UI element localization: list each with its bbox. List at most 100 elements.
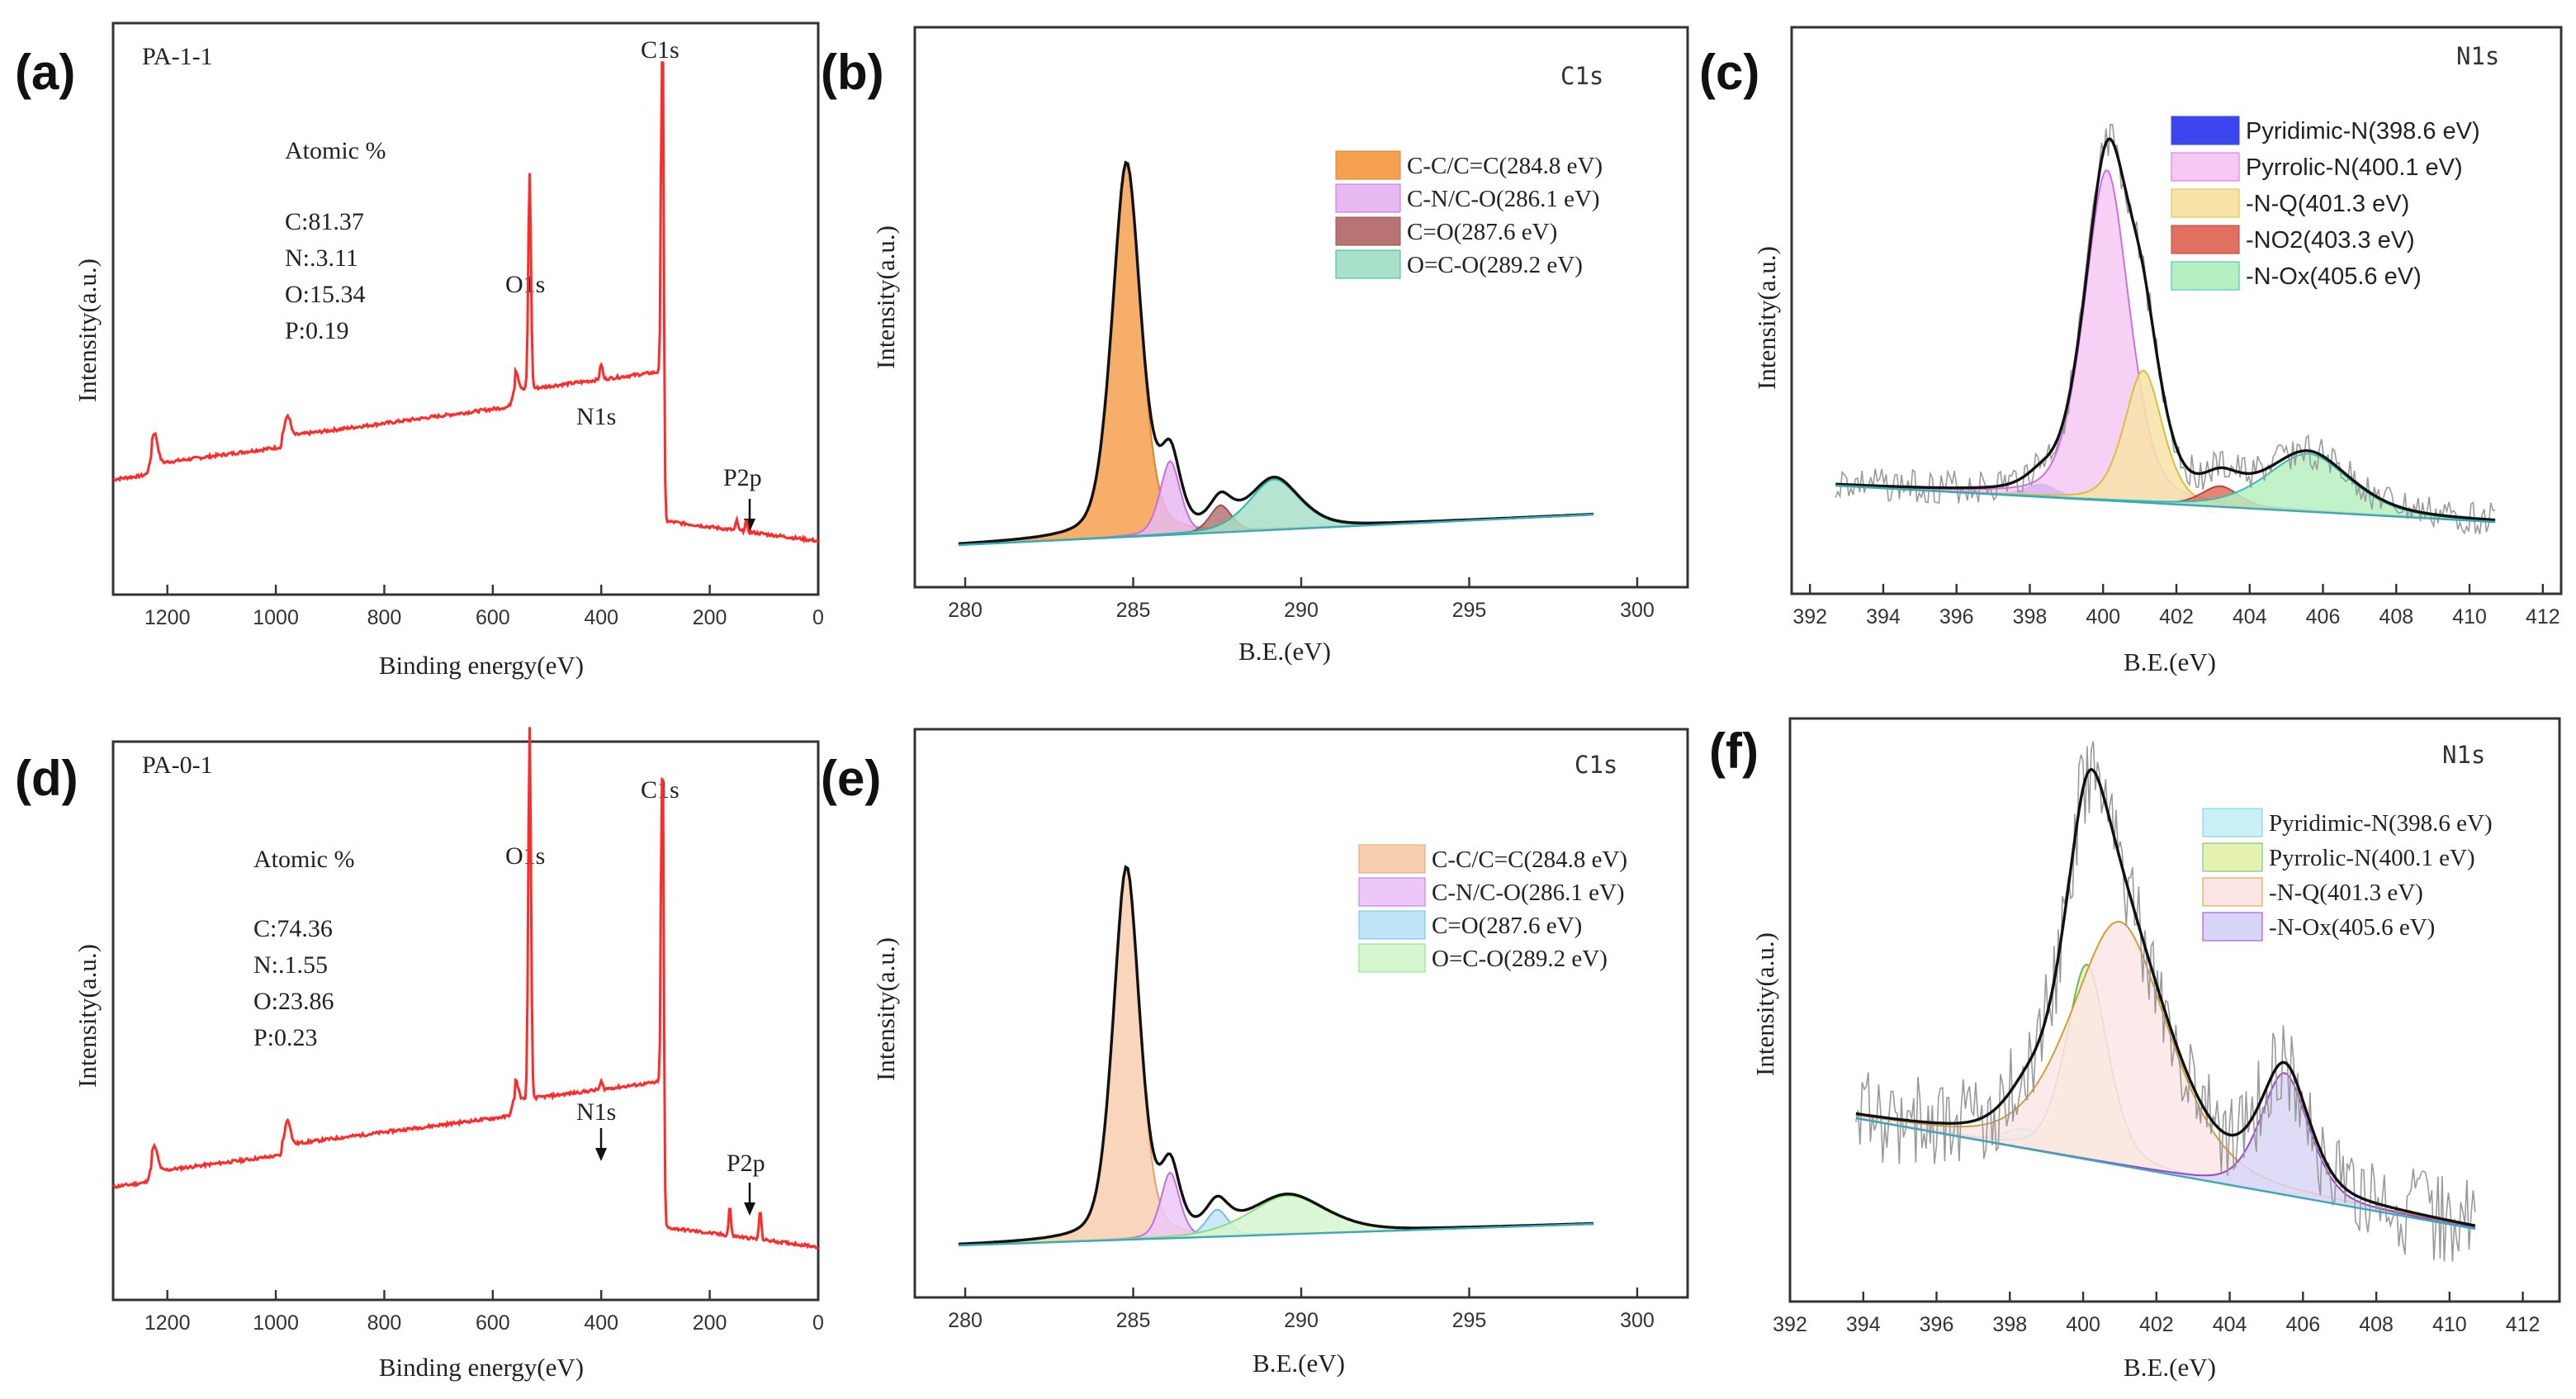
panel-d-xtick-label: 1200 <box>144 1311 191 1335</box>
panel-e-xtick-label: 300 <box>1620 1309 1655 1332</box>
panel-a-xtick-label: 0 <box>812 606 824 629</box>
panel-d-comp-n: N:.1.55 <box>253 951 328 979</box>
panel-c-legend-swatch <box>2171 116 2240 145</box>
panel-a-peak-o1s: O1s <box>505 271 545 298</box>
panel-c-xtick-label: 408 <box>2379 605 2413 628</box>
panel-c-xtick-label: 410 <box>2452 605 2487 628</box>
panel-b-legend-label: C=O(287.6 eV) <box>1407 219 1557 245</box>
panel-f-xtick-label: 398 <box>1992 1313 2027 1336</box>
panel-d-ylabel: Intensity(a.u.) <box>73 944 102 1088</box>
panel-a-comp-o: O:15.34 <box>285 281 366 308</box>
panel-e-legend-swatch <box>1358 910 1426 940</box>
panel-f-frame <box>1788 717 2561 1303</box>
panel-d-comp-c: C:74.36 <box>253 915 333 942</box>
panel-a-tag: (a) <box>15 45 75 100</box>
panel-b-legend-label: C-N/C-O(286.1 eV) <box>1407 186 1600 212</box>
panel-b-xtick-label: 285 <box>1116 599 1151 622</box>
panel-d-xtick-label: 200 <box>693 1311 727 1335</box>
panel-d-sample: PA-0-1 <box>142 752 213 779</box>
panel-f-xtick-label: 406 <box>2285 1313 2320 1336</box>
panel-b-xtick-label: 300 <box>1620 599 1655 622</box>
panel-e: (e) C1s B.E.(eV) Intensity(a.u.) <box>821 728 1689 1378</box>
panel-c-legend-swatch <box>2171 152 2240 182</box>
panel-d-comp-p: P:0.23 <box>253 1024 318 1051</box>
panel-e-tag: (e) <box>821 751 881 806</box>
panel-b-legend-swatch <box>1335 183 1401 213</box>
panel-b-legend-swatch <box>1335 150 1401 180</box>
panel-f-baseline <box>1855 1117 2476 1231</box>
panel-f-legend-swatch <box>2202 842 2263 872</box>
panel-f-envelope-line <box>1855 767 2476 1227</box>
panel-d-xtick-label: 400 <box>584 1311 618 1335</box>
panel-c-xlabel: B.E.(eV) <box>2124 647 2216 676</box>
panel-c-xtick-label: 404 <box>2233 605 2267 628</box>
panel-f-tag: (f) <box>1709 723 1759 779</box>
panel-e-legend-label: C-N/C-O(286.1 eV) <box>1432 880 1625 906</box>
panel-a-comp-p: P:0.19 <box>285 317 349 344</box>
panel-d-p2p-arrowhead <box>744 1202 755 1216</box>
panel-d-spectrum-line <box>112 727 819 1250</box>
panel-c-xtick-label: 392 <box>1792 605 1827 628</box>
panel-c-component-fill-2 <box>1835 370 2496 522</box>
panel-f-xtick-label: 400 <box>2066 1313 2100 1336</box>
panel-d-tag: (d) <box>15 751 78 806</box>
panel-f-legend-label: -N-Ox(405.6 eV) <box>2269 914 2435 941</box>
panel-e-component-fill-3 <box>958 1195 1594 1245</box>
panel-b-xtick-label: 280 <box>948 599 983 622</box>
panel-e-legend-swatch <box>1358 877 1426 907</box>
panel-d: (d) PA-0-1 Atomic % C:74.36 N:.1.55 O:23… <box>15 740 820 1382</box>
panel-b-xlabel: B.E.(eV) <box>1238 637 1331 666</box>
panel-a-xlabel: Binding energy(eV) <box>379 651 584 680</box>
panel-b-tag: (b) <box>821 45 884 100</box>
panel-c-xtick-label: 412 <box>2526 605 2560 628</box>
panel-e-legend-label: C-C/C=C(284.8 eV) <box>1432 847 1627 873</box>
panel-b-component-fill-3 <box>958 479 1594 545</box>
panel-c-legend-label: -N-Q(401.3 eV) <box>2246 191 2409 217</box>
panel-f-legend-label: Pyridimic-N(398.6 eV) <box>2269 810 2493 837</box>
panel-c-tag: (c) <box>1699 45 1759 100</box>
panel-a-atomic-title: Atomic % <box>285 137 386 164</box>
panel-e-legend-label: C=O(287.6 eV) <box>1432 913 1582 939</box>
panel-b-xtick-label: 295 <box>1452 599 1487 622</box>
panel-a-xtick-label: 800 <box>367 606 402 629</box>
panel-b-xtick-label: 290 <box>1284 599 1319 622</box>
panel-e-xtick-label: 285 <box>1116 1309 1151 1332</box>
panel-d-comp-o: O:23.86 <box>253 988 334 1015</box>
panel-d-atomic-title: Atomic % <box>253 846 354 873</box>
panel-b-title: C1s <box>1560 62 1603 90</box>
panel-b-legend-swatch <box>1335 249 1401 279</box>
panel-a-frame <box>111 21 820 596</box>
panel-e-xtick-label: 295 <box>1452 1309 1487 1332</box>
panel-d-xtick-label: 800 <box>367 1311 402 1335</box>
panel-e-title: C1s <box>1574 751 1617 779</box>
panel-e-legend-swatch <box>1358 943 1426 973</box>
panel-a-peak-n1s: N1s <box>576 403 616 430</box>
panel-d-peak-n1s: N1s <box>576 1098 616 1126</box>
panel-f-xtick-label: 402 <box>2139 1313 2174 1336</box>
panel-f-xtick-label: 392 <box>1773 1313 1807 1336</box>
panel-c-ylabel: Intensity(a.u.) <box>1752 246 1781 390</box>
panel-c-xtick-label: 394 <box>1866 605 1901 628</box>
panel-a-xtick-label: 400 <box>584 606 618 629</box>
panel-c-xtick-label: 406 <box>2306 605 2341 628</box>
panel-b-ylabel: Intensity(a.u.) <box>871 225 900 369</box>
panel-e-legend-swatch <box>1358 844 1426 874</box>
panel-f-legend-label: Pyrrolic-N(400.1 eV) <box>2269 845 2475 871</box>
panel-f-xtick-label: 404 <box>2213 1313 2247 1336</box>
panel-f-legend-swatch <box>2202 808 2263 837</box>
panel-c-xtick-label: 402 <box>2159 605 2194 628</box>
panel-f-xtick-label: 412 <box>2506 1313 2540 1336</box>
panel-c-xtick-label: 398 <box>2013 605 2048 628</box>
panel-a-sample: PA-1-1 <box>142 43 213 70</box>
panel-e-legend-label: O=C-O(289.2 eV) <box>1432 946 1608 972</box>
panel-f-xtick-label: 394 <box>1846 1313 1881 1336</box>
panel-c-legend-label: Pyridimic-N(398.6 eV) <box>2246 118 2480 145</box>
panel-d-peak-c1s: C1s <box>641 776 680 804</box>
panel-d-xtick-label: 0 <box>812 1311 824 1335</box>
panel-c-legend-label: Pyrrolic-N(400.1 eV) <box>2246 154 2463 181</box>
panel-e-xtick-label: 280 <box>948 1309 983 1332</box>
panel-c-xtick-label: 400 <box>2086 605 2120 628</box>
panel-d-xlabel: Binding energy(eV) <box>379 1353 584 1382</box>
